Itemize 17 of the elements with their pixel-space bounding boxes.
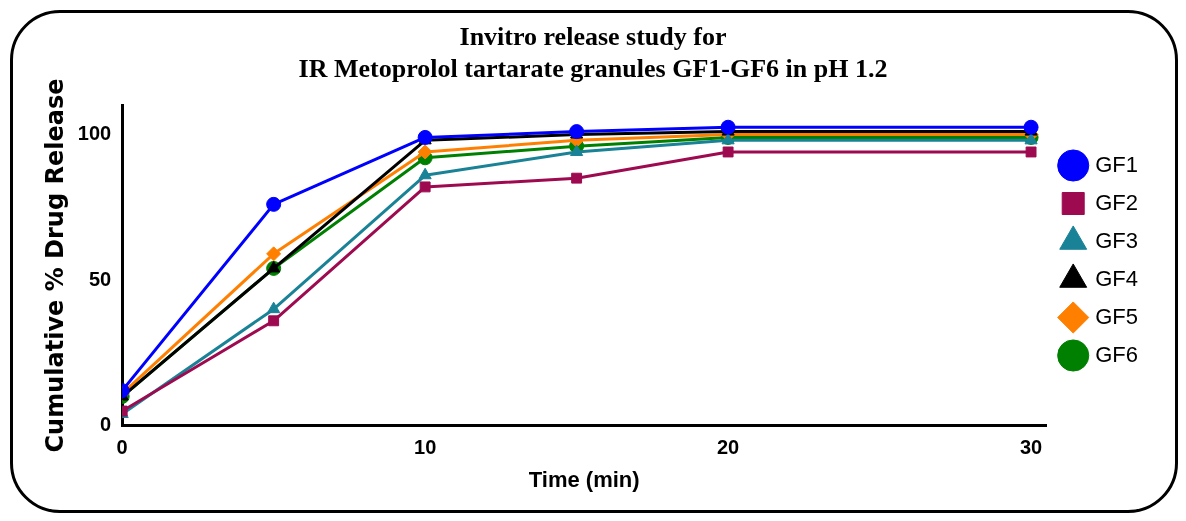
legend-label: GF5 xyxy=(1095,303,1139,329)
text: Invitro release study for xyxy=(459,22,727,52)
y-tick-label: 100 xyxy=(77,122,112,145)
legend-label: GF2 xyxy=(1095,189,1139,215)
legend-label: GF6 xyxy=(1095,341,1139,367)
legend-label: GF1 xyxy=(1095,151,1139,177)
x-tick-label: 0 xyxy=(116,436,128,459)
y-tick-label: 50 xyxy=(88,267,112,290)
x-tick-label: 30 xyxy=(1019,436,1043,459)
legend-label: GF3 xyxy=(1095,227,1139,253)
x-tick-label: 20 xyxy=(716,436,740,459)
legend-label: GF4 xyxy=(1095,265,1139,291)
text: IR Metoprolol tartarate granules GF1-GF6 in pH 1.2 xyxy=(298,53,888,83)
x-axis-title: Time (min) xyxy=(528,466,640,492)
y-axis-title: Cumulative % Drug Release xyxy=(40,78,69,453)
y-tick-label: 0 xyxy=(100,413,112,436)
x-tick-label: 10 xyxy=(414,436,437,459)
